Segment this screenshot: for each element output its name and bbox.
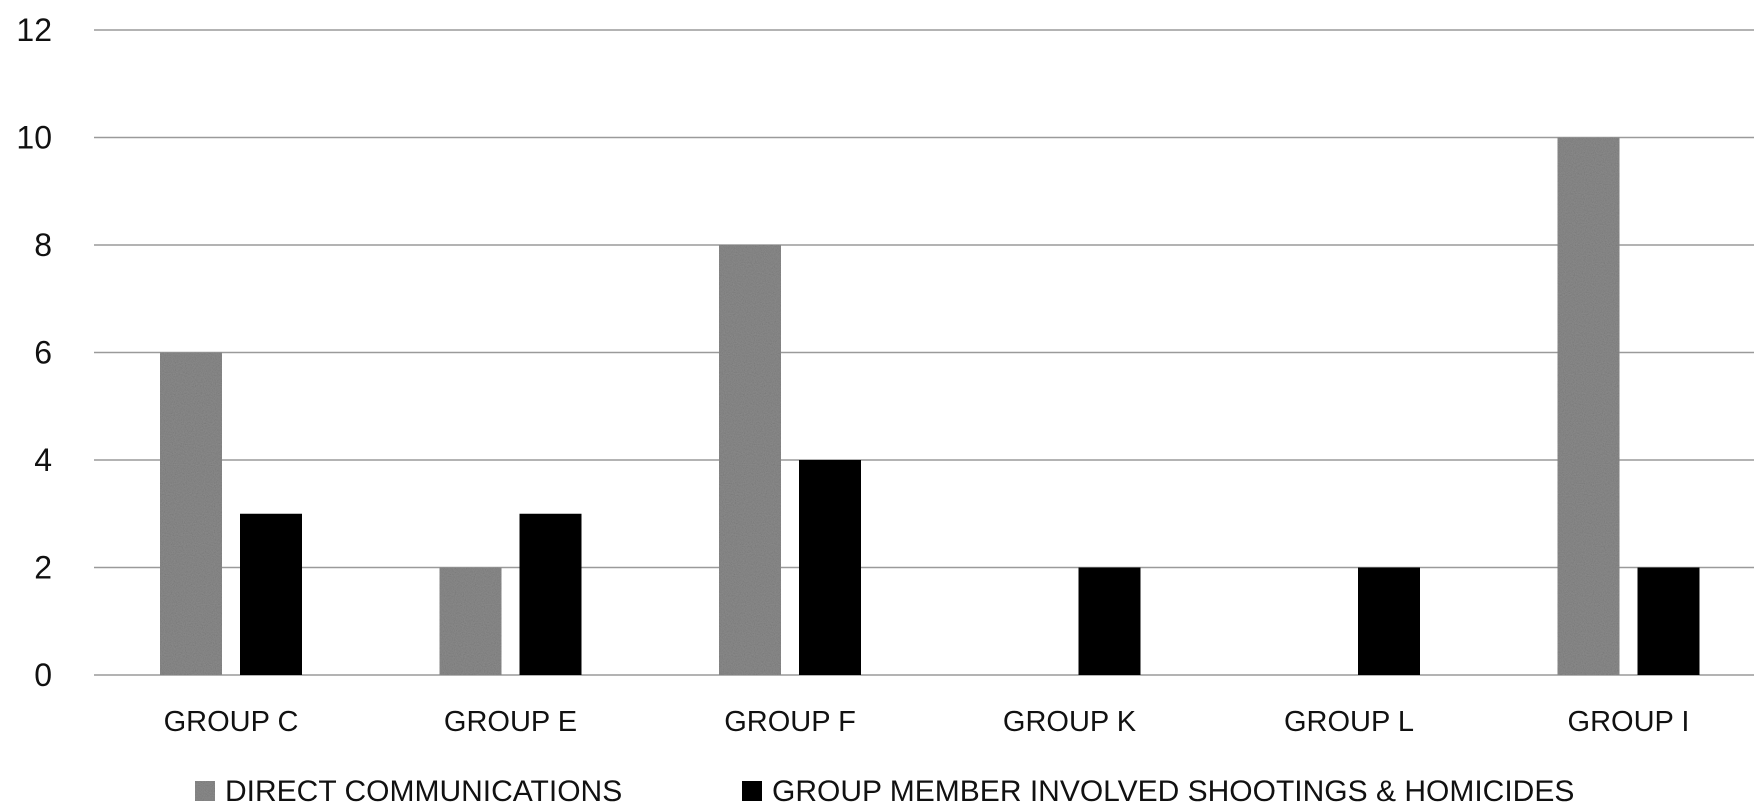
gridlines xyxy=(94,29,1754,676)
bar-shootings-homicides-group-l xyxy=(1358,567,1420,675)
bar-direct-communications-group-e xyxy=(439,567,502,675)
x-category-label-group-c: GROUP C xyxy=(164,706,299,738)
x-category-label-group-k: GROUP K xyxy=(1003,706,1137,738)
bars xyxy=(160,137,1700,675)
x-category-label-group-e: GROUP E xyxy=(444,706,577,738)
bar-direct-communications-group-c xyxy=(160,352,222,675)
x-category-label-group-f: GROUP F xyxy=(724,706,856,738)
y-tick-label-6: 6 xyxy=(34,335,52,371)
bar-shootings-homicides-group-f xyxy=(799,460,861,675)
y-tick-label-0: 0 xyxy=(34,657,52,693)
bar-shootings-homicides-group-i xyxy=(1637,567,1700,675)
legend: DIRECT COMMUNICATIONS GROUP MEMBER INVOL… xyxy=(195,775,1574,806)
y-tick-label-8: 8 xyxy=(34,227,52,263)
x-category-label-group-i: GROUP I xyxy=(1568,706,1690,738)
y-tick-label-4: 4 xyxy=(34,442,52,478)
bar-direct-communications-group-i xyxy=(1557,137,1620,675)
legend-label-group-member-involved-shootings-homicides: GROUP MEMBER INVOLVED SHOOTINGS & HOMICI… xyxy=(772,775,1574,806)
legend-swatch-direct-communications xyxy=(195,781,215,801)
x-category-label-group-l: GROUP L xyxy=(1284,706,1414,738)
bar-direct-communications-group-f xyxy=(719,245,781,675)
legend-swatch-group-member-involved-shootings-homicides xyxy=(742,781,762,801)
x-axis-category-labels: GROUP C GROUP E GROUP F GROUP K GROUP L GROUP… xyxy=(164,706,1690,738)
y-tick-label-2: 2 xyxy=(34,550,52,586)
y-tick-label-12: 12 xyxy=(16,12,52,48)
bar-shootings-homicides-group-k xyxy=(1078,567,1141,675)
bar-shootings-homicides-group-c xyxy=(240,513,302,675)
bar-shootings-homicides-group-e xyxy=(519,513,582,675)
legend-label-direct-communications: DIRECT COMMUNICATIONS xyxy=(225,775,622,806)
y-tick-label-10: 10 xyxy=(16,120,52,156)
y-axis-tick-labels: 0 2 4 6 8 10 12 xyxy=(16,12,52,693)
